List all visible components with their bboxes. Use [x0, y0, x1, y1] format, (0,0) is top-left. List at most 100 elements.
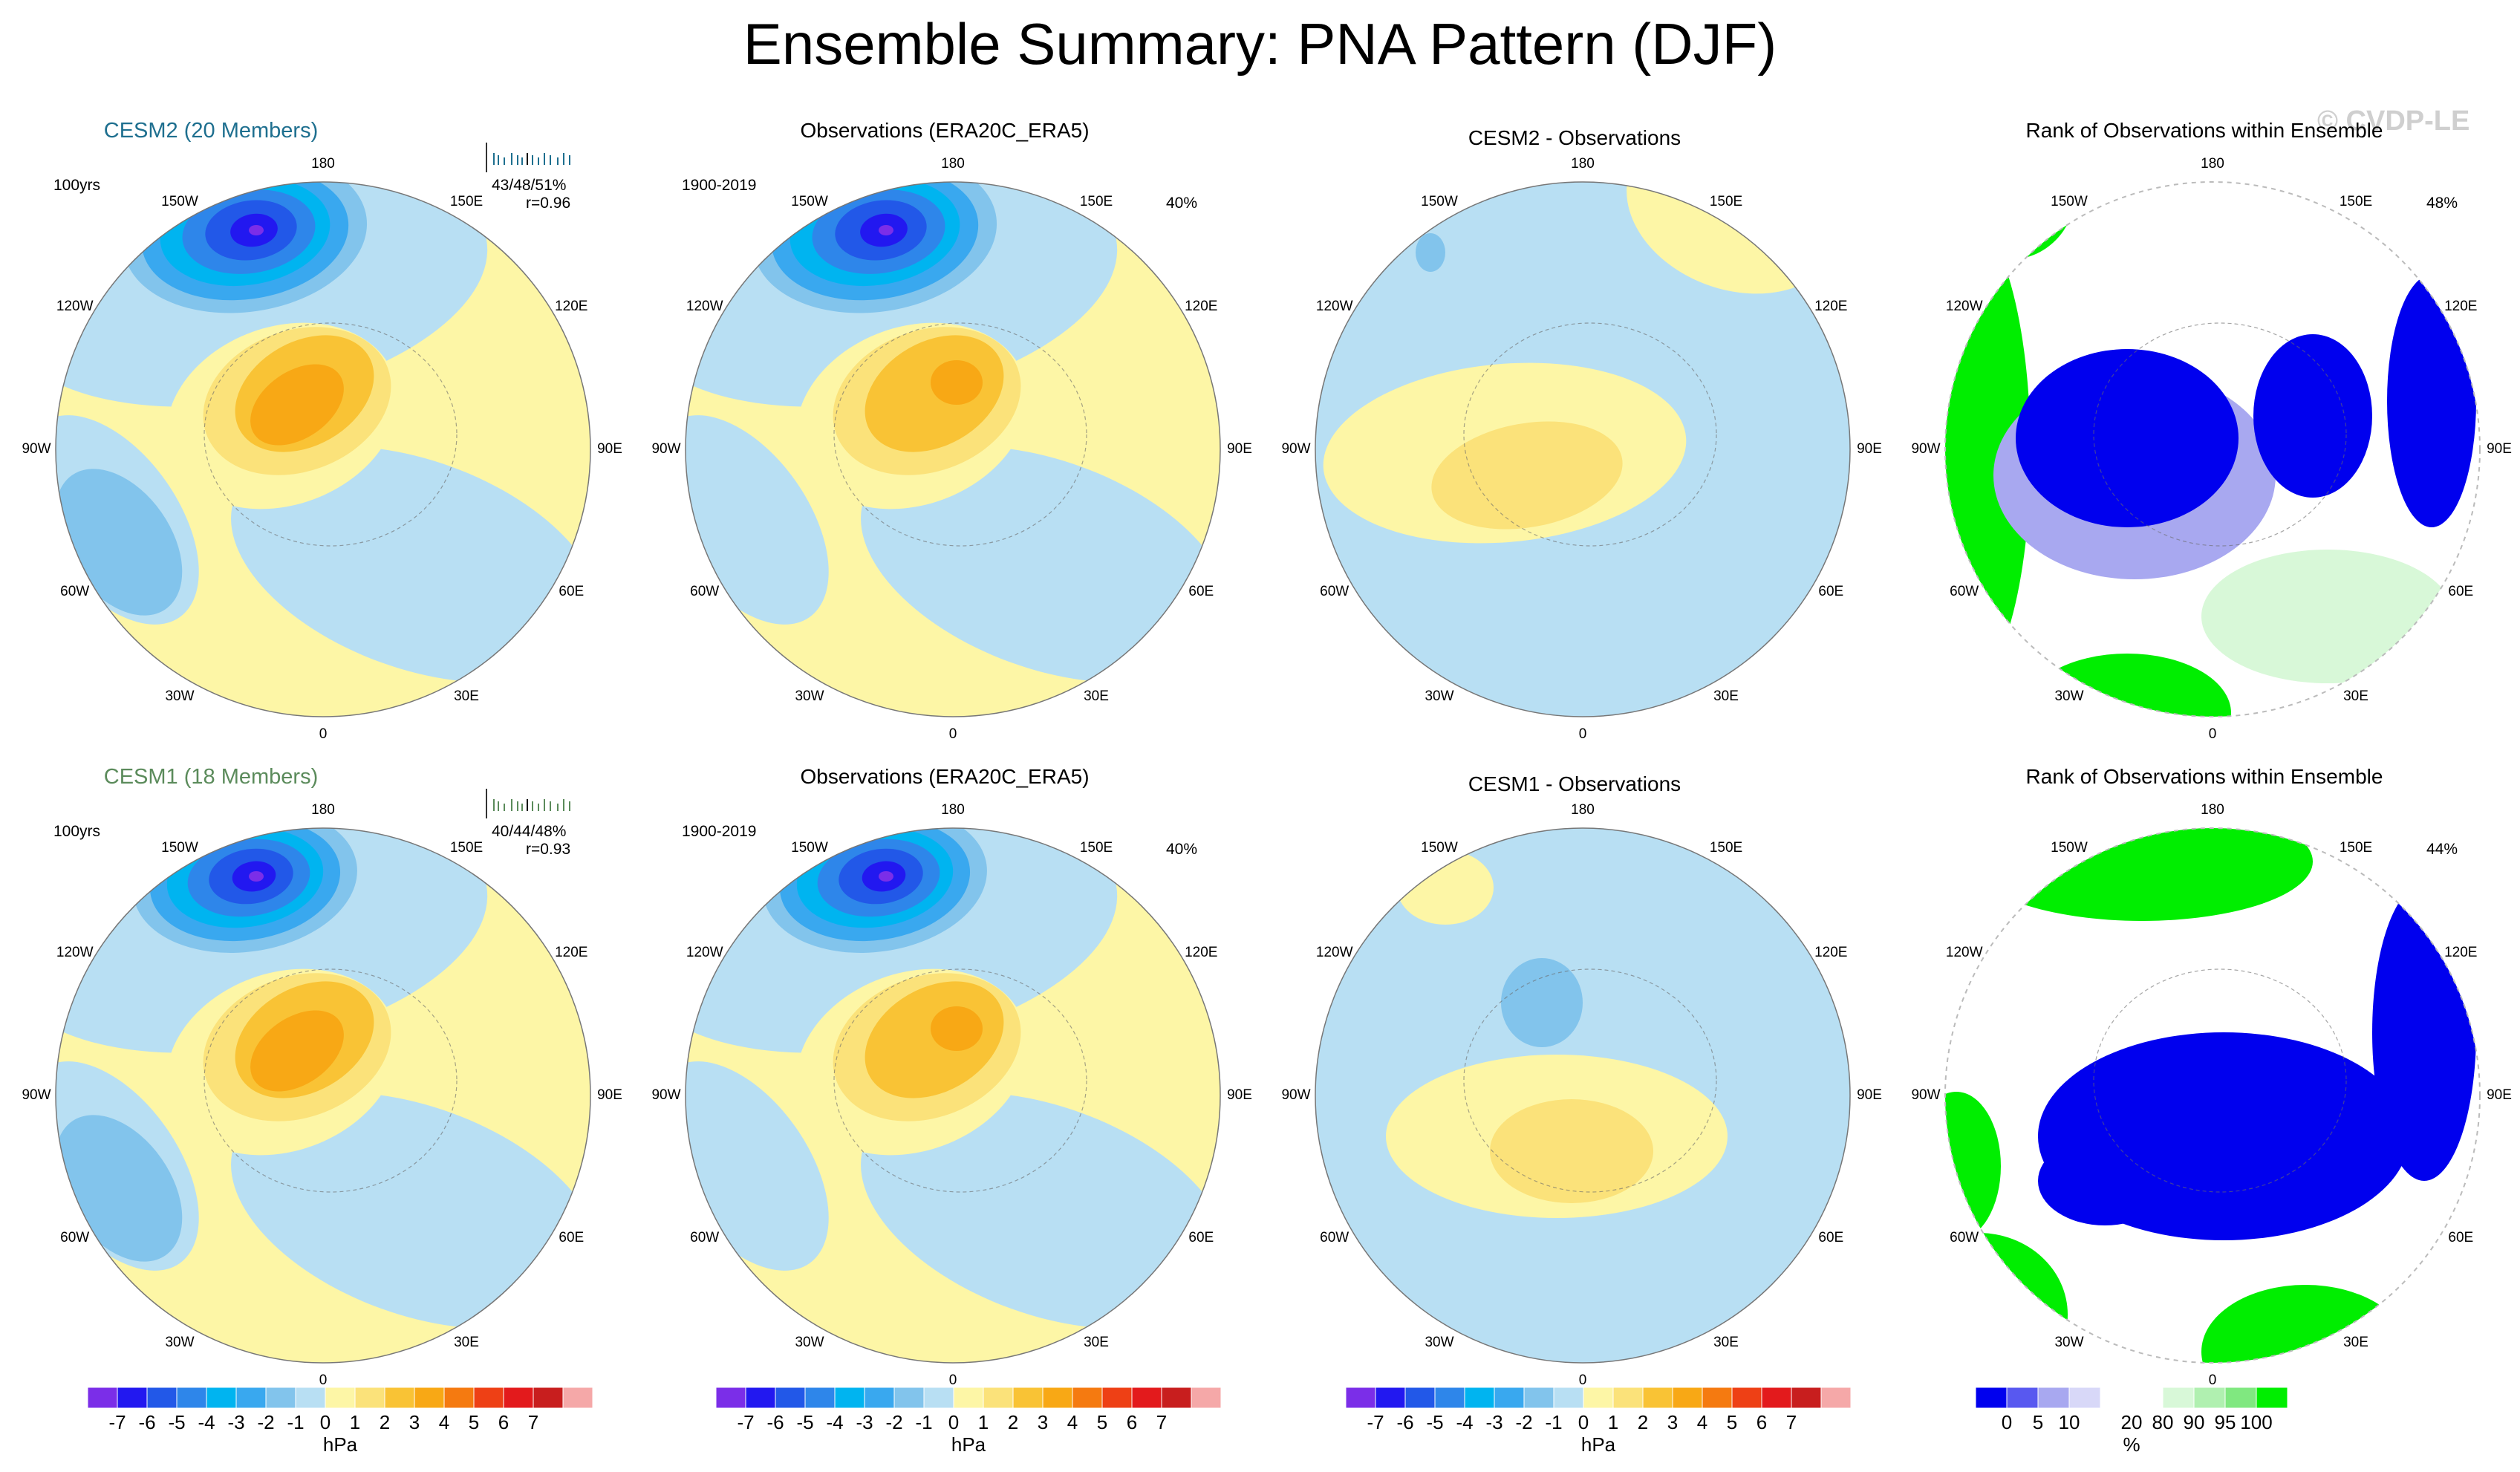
- rank-pale: [2201, 550, 2454, 683]
- colorbar-tick-label: -3: [856, 1411, 873, 1433]
- rank-low-east: [2372, 884, 2476, 1181]
- colorbar-swatch: [2256, 1387, 2288, 1409]
- rank-low-center: [2016, 349, 2239, 527]
- lon-label: 90E: [1227, 441, 1252, 457]
- map-boundary: [1944, 181, 2481, 717]
- diff-negative-spot: [1416, 233, 1445, 272]
- lon-label: 150W: [791, 840, 828, 856]
- coastline: [2093, 322, 2347, 547]
- colorbar-tick-label: 2: [1007, 1411, 1019, 1433]
- lon-label: 150E: [1709, 840, 1743, 856]
- colorbar-swatch: [384, 1387, 415, 1409]
- colorbar-tick-label: 7: [527, 1411, 539, 1433]
- colorbar-tick-label: -1: [1545, 1411, 1563, 1433]
- rank-high-sw: [1945, 1233, 2068, 1363]
- colorbar-tick-label: -2: [1515, 1411, 1533, 1433]
- colorbar-tick-label: -6: [138, 1411, 156, 1433]
- coastline: [1463, 322, 1717, 547]
- colorbar-swatch: [1702, 1387, 1733, 1409]
- colorbar-rank: 0 5 10 20 80 90 95 100%: [1975, 1387, 2302, 1465]
- lon-label: 90E: [1857, 441, 1882, 457]
- colorbar-tick-label: 2: [379, 1411, 391, 1433]
- lon-label: 30W: [2054, 1334, 2084, 1350]
- lon-label: 30W: [165, 1334, 195, 1350]
- lon-label: 30W: [1425, 1334, 1454, 1350]
- colorbar-swatch: [804, 1387, 836, 1409]
- period-label: 1900-2019: [682, 177, 757, 194]
- lon-label: 150E: [1079, 840, 1113, 856]
- lon-label: 90E: [2487, 1087, 2512, 1103]
- period-label: 1900-2019: [682, 823, 757, 840]
- rank-high-north: [1971, 828, 2313, 921]
- lon-label: 150W: [1421, 840, 1458, 856]
- lon-label: 180: [1571, 802, 1595, 818]
- lon-label: 180: [311, 802, 335, 818]
- colorbar-tick-label: 4: [438, 1411, 450, 1433]
- colorbar-tick-label: -1: [287, 1411, 305, 1433]
- colorbar-swatch: [2224, 1387, 2257, 1409]
- lon-label: 150E: [2339, 194, 2373, 210]
- lon-label: 60E: [559, 584, 585, 599]
- colorbar-tick-label: -4: [1456, 1411, 1474, 1433]
- colorbar-swatch: [1072, 1387, 1103, 1409]
- lon-label: 30E: [1713, 688, 1739, 704]
- colorbar-tick-label: 1: [349, 1411, 361, 1433]
- lon-label: 150W: [1421, 194, 1458, 210]
- lon-label: 90W: [22, 1087, 51, 1103]
- lon-label: 150E: [449, 840, 484, 856]
- lon-label: 90W: [22, 441, 51, 457]
- lon-label: 180: [311, 156, 335, 172]
- lon-label: 60W: [60, 584, 90, 599]
- lon-label: 120W: [686, 299, 723, 314]
- colorbar-tick-label: 4: [1067, 1411, 1078, 1433]
- lon-label: 150W: [2051, 840, 2088, 856]
- lon-label: 0: [948, 1372, 957, 1388]
- rank-low-east: [2253, 334, 2372, 498]
- panel-rank-top: Rank of Observations within Ensemble 48% 1…: [1889, 104, 2519, 749]
- lon-label: 60E: [2448, 1230, 2474, 1245]
- colorbar-swatch: [1464, 1387, 1495, 1409]
- map-boundary: [685, 827, 1221, 1364]
- colorbar-swatch: [1012, 1387, 1044, 1409]
- na-high-3: [250, 364, 344, 446]
- colorbar-swatch: [2193, 1387, 2226, 1409]
- rank-high-west: [1945, 1092, 2001, 1240]
- percent-label: 40%: [1166, 841, 1198, 858]
- lon-label: 90W: [1281, 1087, 1311, 1103]
- negative-region-eurasia: [231, 1092, 590, 1329]
- rank-low-atlantic: [2038, 1136, 2172, 1225]
- lon-label: 0: [2208, 1372, 2217, 1388]
- colorbar-swatch: [745, 1387, 776, 1409]
- colorbar-swatch: [1434, 1387, 1465, 1409]
- lon-label: 60E: [1818, 584, 1844, 599]
- colorbar-tick-label: 3: [1667, 1411, 1679, 1433]
- colorbar-swatch: [1612, 1387, 1644, 1409]
- colorbar-tick-label: -2: [885, 1411, 903, 1433]
- panel-obs-top: Observations (ERA20C_ERA5) 1900-2019 40% 18…: [630, 104, 1260, 749]
- colorbar-tick-label: 2: [1637, 1411, 1649, 1433]
- pacific-low-center: [249, 871, 264, 882]
- colorbar-unit: %: [2123, 1433, 2140, 1456]
- colorbar-swatch: [923, 1387, 954, 1409]
- colorbar-swatch: [443, 1387, 475, 1409]
- na-high-3: [931, 360, 983, 405]
- colorbar-swatch: [1191, 1387, 1222, 1409]
- negative-region-eurasia: [231, 446, 590, 683]
- colorbar-swatch: [117, 1387, 148, 1409]
- coastline: [833, 322, 1087, 547]
- lon-label: 60W: [1950, 1230, 1979, 1245]
- colorbar-tick-label: -7: [108, 1411, 126, 1433]
- colorbar-swatch: [2006, 1387, 2039, 1409]
- colorbar-tick-label: 90: [2183, 1411, 2205, 1433]
- lon-label: 60W: [60, 1230, 90, 1245]
- lon-label: 90W: [1281, 441, 1311, 457]
- colorbar-tick-label: 0: [948, 1411, 960, 1433]
- lon-label: 150E: [449, 194, 484, 210]
- lon-label: 30W: [1425, 688, 1454, 704]
- map-field: [1315, 182, 1850, 717]
- colorbar-tick-label: 5: [468, 1411, 480, 1433]
- rank-high-nw: [1945, 182, 2075, 260]
- correlation-label: r=0.96: [526, 195, 571, 212]
- lon-label: 180: [941, 802, 965, 818]
- map-field: [686, 182, 1220, 717]
